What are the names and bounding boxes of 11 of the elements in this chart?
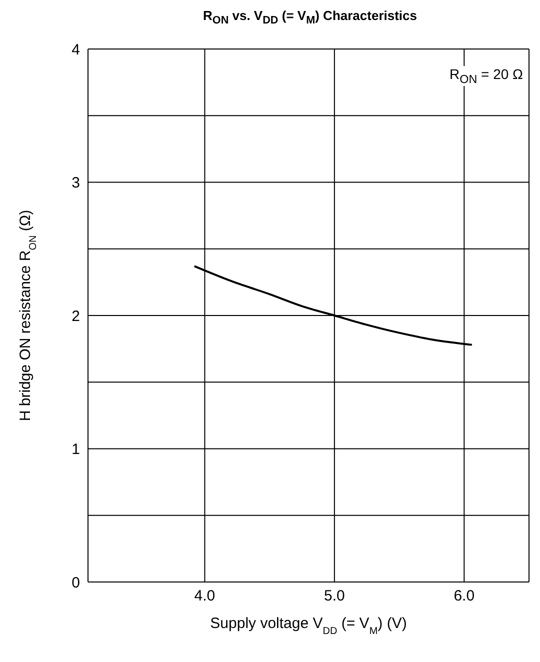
y-tick-label: 4 bbox=[72, 41, 80, 58]
x-tick-label: 4.0 bbox=[194, 588, 216, 605]
x-tick-label: 6.0 bbox=[454, 588, 475, 605]
x-axis-title: Supply voltage V$_{DD}$ (= V$_{M}$) (V) bbox=[210, 615, 407, 636]
chart-title: R$_{ON}$ vs. V$_{DD}$ (= V$_{M}$) Characteristics bbox=[202, 8, 418, 29]
y-tick-label: 2 bbox=[72, 308, 80, 325]
y-tick-label: 1 bbox=[72, 441, 80, 458]
annotation: R$_{ON}$ = 20 Ω bbox=[446, 66, 526, 86]
y-tick-label: 0 bbox=[72, 574, 80, 592]
x-tick-label: 5.0 bbox=[324, 588, 345, 605]
y-tick-label: 3 bbox=[72, 174, 80, 192]
